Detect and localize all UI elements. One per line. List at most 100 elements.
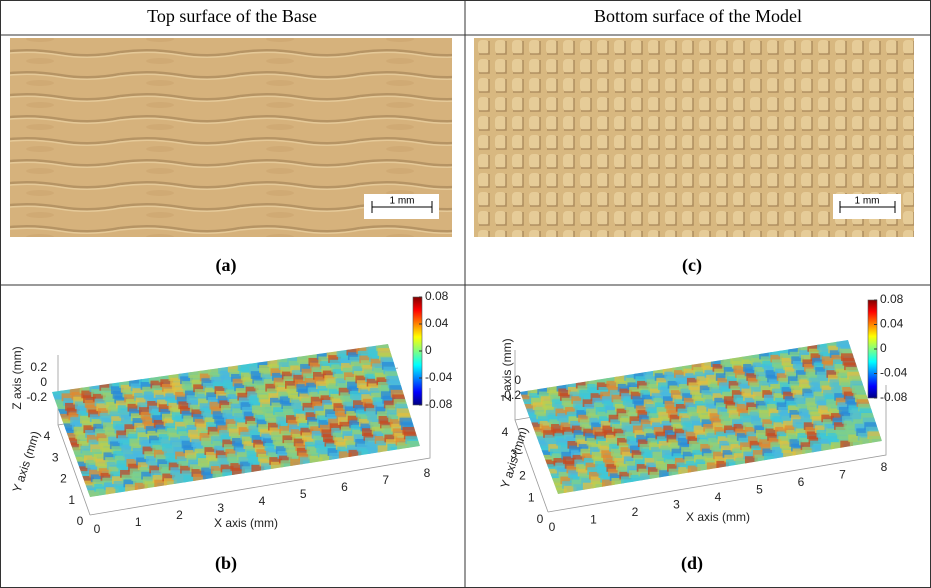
surface-texture: [760, 385, 774, 394]
surface-texture: [87, 464, 101, 473]
surface-texture: [349, 420, 363, 429]
surface-texture: [105, 457, 119, 465]
surface-texture: [176, 426, 190, 435]
surface-texture: [580, 448, 594, 457]
surface-texture: [657, 436, 670, 444]
surface-texture: [550, 448, 563, 457]
surface-texture: [564, 431, 577, 440]
surface-texture: [298, 423, 312, 431]
surface-texture: [595, 407, 609, 415]
surface-texture: [282, 405, 296, 414]
surface-texture: [381, 361, 395, 370]
surface-texture: [397, 442, 410, 451]
surface-texture: [643, 399, 657, 408]
y-tick-label: 4: [44, 429, 51, 443]
surface-texture: [593, 456, 607, 465]
surface-texture: [63, 428, 77, 436]
surface-texture: [589, 471, 602, 480]
surface-texture: [859, 408, 873, 417]
z-tick-label: -0.2: [26, 390, 47, 404]
surface-texture: [581, 424, 595, 432]
surface-texture: [230, 433, 244, 442]
surface-texture: [808, 406, 822, 415]
surface-texture: [193, 473, 207, 482]
y-tick-label: 2: [60, 472, 67, 486]
surface-texture: [817, 342, 830, 351]
surface-texture: [267, 452, 281, 461]
surface-texture: [255, 414, 268, 423]
surface-texture: [752, 362, 766, 371]
surface-texture: [378, 415, 392, 424]
surface-texture: [258, 394, 272, 403]
surface-texture: [98, 408, 111, 416]
surface-texture: [800, 413, 814, 421]
surface-texture: [209, 401, 223, 410]
surface-texture: [338, 387, 352, 396]
surface-texture: [217, 395, 231, 404]
surface-texture: [743, 393, 756, 401]
surface-texture: [139, 467, 153, 475]
surface-texture: [170, 437, 184, 446]
surface-texture: [207, 426, 221, 435]
surface-texture: [739, 413, 753, 421]
surface-texture: [82, 450, 96, 459]
surface-texture: [546, 439, 560, 448]
surface-texture: [84, 400, 98, 408]
surface-texture: [72, 452, 86, 460]
surface-texture: [361, 394, 375, 402]
surface-texture: [784, 367, 798, 375]
surface-texture: [231, 373, 244, 382]
surface-texture: [264, 443, 278, 451]
surface-texture: [265, 383, 279, 392]
surface-texture: [124, 394, 138, 403]
surface-texture: [768, 350, 782, 358]
surface-texture: [555, 408, 569, 417]
surface-texture: [308, 421, 322, 430]
surface-texture: [59, 388, 73, 397]
surface-texture: [107, 406, 121, 415]
surface-texture: [531, 397, 544, 406]
surface-texture: [106, 431, 120, 440]
surface-texture: [120, 469, 133, 478]
surface-texture: [627, 411, 641, 420]
surface-texture: [700, 414, 713, 423]
surface-texture: [229, 369, 243, 378]
surface-texture: [714, 397, 727, 406]
surface-texture: [228, 458, 242, 467]
surface-texture: [134, 422, 148, 431]
surface-texture: [614, 374, 628, 383]
surface-texture: [628, 470, 642, 478]
surface-texture: [770, 442, 784, 450]
surface-texture: [245, 445, 258, 454]
surface-texture: [286, 385, 300, 394]
surface-texture: [744, 456, 758, 464]
surface-texture: [131, 473, 145, 482]
surface-texture: [799, 408, 812, 417]
surface-texture: [183, 445, 197, 454]
surface-texture: [122, 389, 136, 398]
surface-texture: [201, 407, 215, 416]
surface-texture: [367, 446, 381, 455]
surface-texture: [810, 411, 823, 420]
surface-texture: [335, 441, 349, 450]
surface-texture: [629, 416, 643, 424]
surface-texture: [820, 351, 833, 360]
surface-texture: [549, 473, 562, 482]
surface-texture: [799, 350, 812, 358]
surface-texture: [204, 387, 218, 396]
surface-texture: [387, 380, 401, 389]
surface-texture: [669, 444, 683, 452]
surface-texture: [803, 422, 817, 430]
surface-texture: [326, 413, 340, 422]
surface-texture: [273, 407, 286, 416]
surface-texture: [778, 348, 792, 357]
surface-texture: [178, 371, 192, 380]
surface-texture: [307, 416, 321, 425]
surface-texture: [759, 439, 772, 447]
surface-texture: [245, 416, 259, 425]
surface-texture: [316, 351, 330, 360]
surface-texture: [593, 402, 607, 411]
surface-texture: [130, 413, 144, 422]
surface-texture: [608, 385, 621, 394]
surface-texture: [70, 447, 84, 456]
